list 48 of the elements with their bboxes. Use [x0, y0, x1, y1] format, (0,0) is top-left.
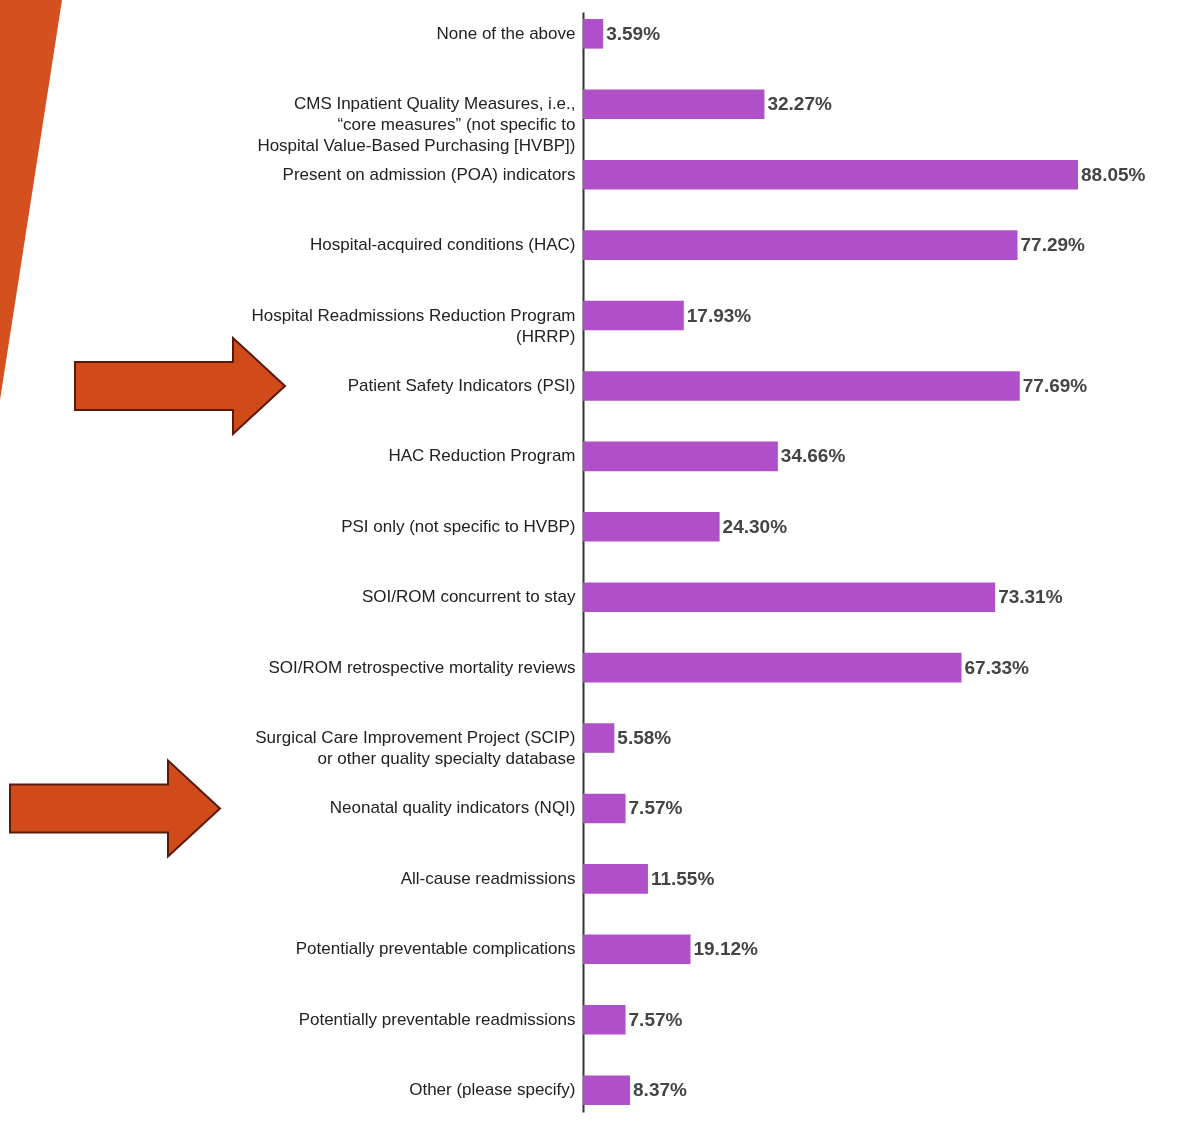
y-tick-label: Neonatal quality indicators (NQI) [329, 798, 576, 818]
y-tick-label: Surgical Care Improvement Project (SCIP) or other quality specialty database [255, 728, 576, 769]
y-tick-label: PSI only (not specific to HVBP) [341, 516, 576, 536]
data-label: 67.33% [964, 656, 1030, 678]
data-label: 73.31% [998, 586, 1063, 608]
data-label: 19.12% [693, 938, 759, 960]
data-label: 24.30% [722, 515, 788, 537]
y-tick-label: All-cause readmissions [400, 868, 576, 888]
bar [583, 652, 962, 683]
bar [583, 723, 615, 753]
bar [583, 1075, 631, 1105]
bar [583, 19, 604, 49]
bar [583, 441, 778, 472]
bar [583, 230, 1018, 260]
data-label: 32.27% [767, 93, 832, 115]
bar [583, 793, 626, 824]
y-tick-label: CMS Inpatient Quality Measures, i.e., “core measures” (not specific to Hospital Value-Based Purchasing [HVBP]) [257, 94, 576, 156]
y-tick-label: Present on admission (POA) indicators [282, 164, 576, 184]
bar [583, 300, 684, 331]
data-label: 17.93% [686, 304, 752, 326]
bar [583, 371, 1020, 401]
y-tick-label: Hospital Readmissions Reduction Program (HRRP) [251, 305, 576, 346]
y-tick-label: Potentially preventable complications [295, 939, 576, 959]
y-tick-label: SOI/ROM retrospective mortality reviews [268, 657, 576, 677]
data-label: 34.66% [780, 445, 846, 467]
y-tick-label: Hospital-acquired conditions (HAC) [309, 235, 576, 255]
y-tick-label: Potentially preventable readmissions [298, 1009, 576, 1029]
data-label: 7.57% [628, 1008, 683, 1030]
y-tick-label: Patient Safety Indicators (PSI) [347, 375, 576, 395]
bar [583, 1004, 626, 1035]
data-label: 3.59% [606, 22, 661, 44]
bar [583, 582, 996, 612]
data-label: 77.29% [1020, 234, 1086, 256]
y-tick-label: HAC Reduction Program [388, 446, 576, 466]
data-label: 7.57% [628, 797, 683, 819]
bar [583, 864, 648, 894]
bar [583, 934, 691, 965]
y-tick-label: SOI/ROM concurrent to stay [361, 587, 576, 607]
y-tick-label: Other (please specify) [409, 1080, 576, 1100]
data-label: 77.69% [1022, 374, 1088, 396]
data-label: 88.05% [1081, 163, 1146, 185]
y-tick-label: None of the above [436, 23, 576, 43]
bar [583, 89, 765, 120]
bar [583, 159, 1078, 190]
bar [583, 512, 720, 542]
data-label: 11.55% [650, 867, 715, 889]
data-label: 5.58% [617, 727, 672, 749]
data-label: 8.37% [633, 1079, 688, 1101]
